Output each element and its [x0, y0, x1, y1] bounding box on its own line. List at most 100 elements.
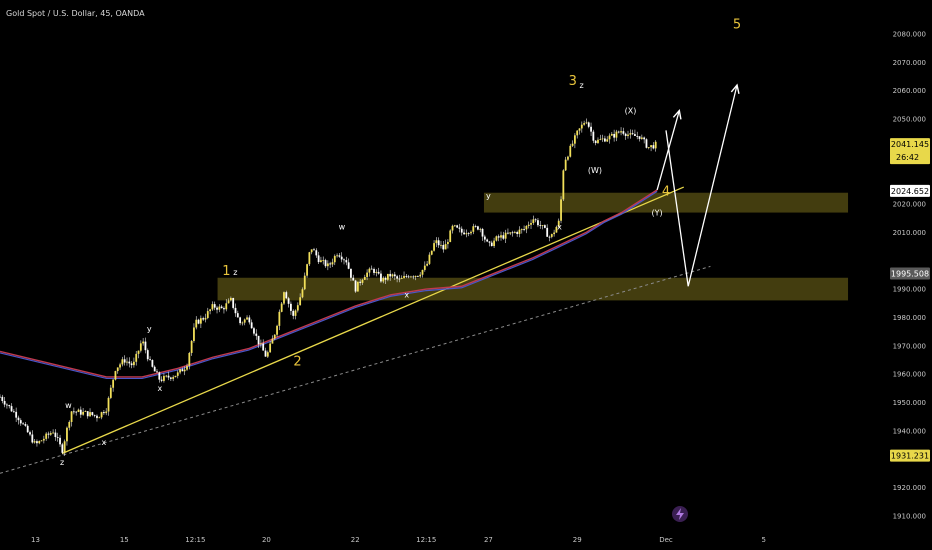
candle[interactable] — [610, 133, 613, 136]
candle[interactable] — [590, 126, 592, 132]
candle[interactable] — [481, 228, 484, 237]
candle[interactable] — [546, 227, 549, 237]
candle[interactable] — [59, 437, 61, 445]
candle[interactable] — [123, 359, 126, 363]
candle[interactable] — [629, 133, 632, 135]
candle[interactable] — [428, 254, 431, 264]
candle[interactable] — [72, 411, 75, 413]
candle[interactable] — [400, 278, 403, 279]
candle[interactable] — [363, 277, 366, 280]
candle[interactable] — [61, 444, 64, 453]
candle[interactable] — [557, 220, 560, 227]
candle[interactable] — [193, 327, 195, 342]
candle[interactable] — [550, 234, 553, 237]
candle[interactable] — [15, 411, 18, 418]
price-tag[interactable] — [890, 449, 930, 462]
candle[interactable] — [98, 417, 101, 419]
candle[interactable] — [564, 159, 567, 171]
candle[interactable] — [303, 275, 306, 290]
candle[interactable] — [366, 272, 368, 278]
candle[interactable] — [128, 361, 131, 364]
candle[interactable] — [227, 300, 230, 304]
candle[interactable] — [276, 325, 278, 335]
candle[interactable] — [643, 137, 646, 140]
candle[interactable] — [133, 361, 135, 366]
candle[interactable] — [576, 130, 579, 136]
candle[interactable] — [354, 280, 357, 292]
candle[interactable] — [426, 263, 429, 266]
candle[interactable] — [290, 303, 292, 311]
candle[interactable] — [567, 156, 569, 160]
candle[interactable] — [520, 229, 523, 230]
candle[interactable] — [518, 229, 521, 234]
candle[interactable] — [153, 366, 156, 372]
candle[interactable] — [597, 139, 599, 144]
candle[interactable] — [389, 273, 392, 277]
candle[interactable] — [225, 303, 228, 310]
candle[interactable] — [329, 263, 332, 265]
candle[interactable] — [109, 387, 112, 398]
candle[interactable] — [474, 226, 477, 228]
candle[interactable] — [202, 318, 205, 320]
candle[interactable] — [541, 225, 544, 226]
candle[interactable] — [165, 375, 168, 377]
candle[interactable] — [86, 411, 89, 417]
candle[interactable] — [470, 231, 472, 234]
candle[interactable] — [398, 278, 401, 280]
candle[interactable] — [442, 244, 445, 250]
candle[interactable] — [571, 143, 574, 146]
candle[interactable] — [523, 229, 525, 230]
candle[interactable] — [181, 369, 184, 372]
candle[interactable] — [647, 147, 650, 148]
candle[interactable] — [195, 319, 198, 328]
candle[interactable] — [412, 276, 415, 278]
candle[interactable] — [299, 297, 302, 306]
candle[interactable] — [96, 415, 98, 419]
candle[interactable] — [218, 306, 221, 310]
candle[interactable] — [1, 396, 4, 401]
candle[interactable] — [38, 441, 41, 444]
candle[interactable] — [135, 353, 138, 362]
candle[interactable] — [509, 232, 512, 234]
candle[interactable] — [405, 275, 408, 277]
candle[interactable] — [525, 225, 528, 230]
candle[interactable] — [380, 273, 382, 282]
candle[interactable] — [220, 306, 223, 309]
candle[interactable] — [186, 366, 188, 370]
candle[interactable] — [142, 341, 145, 344]
candle[interactable] — [190, 341, 193, 353]
candle[interactable] — [253, 328, 255, 334]
candle[interactable] — [137, 350, 140, 354]
candle[interactable] — [393, 274, 396, 277]
candle[interactable] — [617, 131, 620, 133]
candle[interactable] — [40, 440, 43, 442]
candle[interactable] — [75, 411, 78, 413]
candle[interactable] — [650, 145, 652, 148]
candle[interactable] — [278, 311, 281, 326]
candle[interactable] — [636, 135, 639, 137]
candle[interactable] — [31, 434, 34, 443]
candle[interactable] — [467, 233, 470, 235]
candle[interactable] — [583, 123, 586, 125]
candle[interactable] — [553, 232, 556, 235]
candle[interactable] — [89, 412, 91, 417]
candle[interactable] — [562, 170, 565, 200]
candle[interactable] — [654, 141, 657, 149]
candle[interactable] — [183, 369, 186, 372]
candle[interactable] — [336, 255, 338, 257]
candle[interactable] — [197, 319, 200, 324]
candle[interactable] — [266, 352, 269, 357]
candle[interactable] — [537, 220, 539, 226]
candle[interactable] — [264, 350, 267, 357]
candle[interactable] — [324, 260, 327, 267]
candle[interactable] — [172, 377, 175, 379]
candle[interactable] — [204, 317, 207, 320]
candle[interactable] — [361, 279, 364, 283]
candle[interactable] — [63, 441, 66, 453]
candle[interactable] — [373, 269, 375, 273]
candle[interactable] — [102, 412, 105, 414]
candle[interactable] — [516, 232, 519, 234]
candle[interactable] — [421, 269, 424, 275]
candle[interactable] — [292, 310, 295, 316]
